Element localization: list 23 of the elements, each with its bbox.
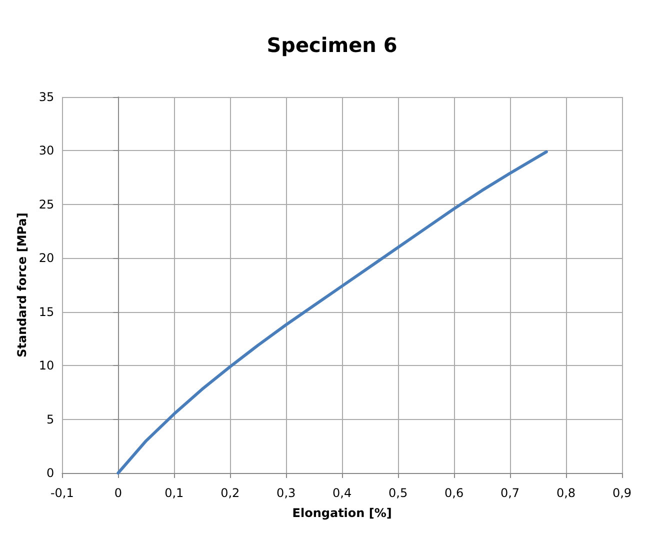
- x-tick-label: 0,7: [500, 486, 520, 500]
- x-tick-label: 0: [114, 486, 122, 500]
- y-tick-label: 15: [38, 304, 54, 319]
- y-tick-label: 25: [38, 197, 54, 212]
- x-tick-label: 0,5: [388, 486, 408, 500]
- line-series: [116, 150, 548, 474]
- x-tick-label: 0,1: [164, 486, 184, 500]
- y-tick-label: 10: [38, 358, 54, 373]
- x-tick-label: 0,8: [556, 486, 576, 500]
- x-tick-label: -0,1: [50, 486, 74, 500]
- x-axis-title: Elongation [%]: [292, 506, 392, 520]
- x-tick-label: 0,2: [220, 486, 240, 500]
- y-tick-label: 30: [38, 144, 54, 158]
- chart-title: Specimen 6: [266, 33, 398, 57]
- x-tick-label: 0,3: [276, 486, 296, 500]
- x-tick-label: 0,4: [332, 486, 352, 500]
- x-tick-label: 0,9: [612, 486, 632, 500]
- y-tick-label: 0: [46, 466, 54, 480]
- y-axis-title: Standard force [MPa]: [15, 212, 29, 358]
- y-tick-label: 35: [38, 90, 54, 104]
- y-tick-label: 20: [38, 251, 54, 266]
- x-tick-label: 0,6: [444, 486, 464, 500]
- y-tick-label: 5: [46, 412, 54, 426]
